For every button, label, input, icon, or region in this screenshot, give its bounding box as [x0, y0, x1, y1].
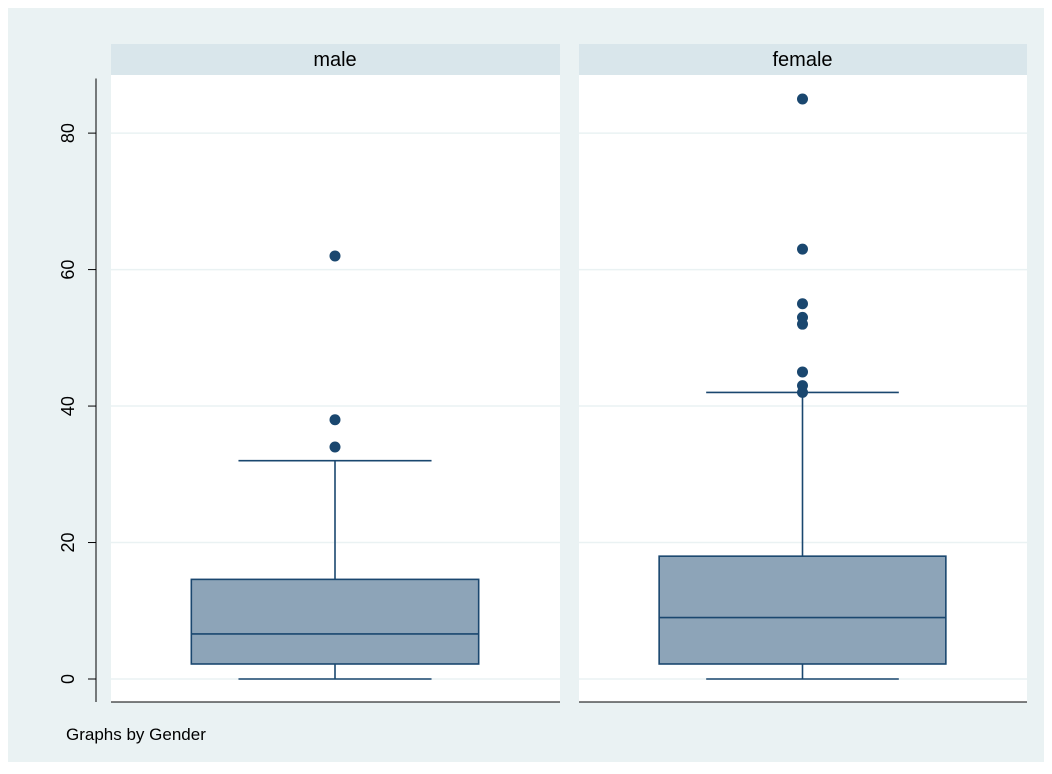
strip-label-female: female: [772, 49, 832, 71]
box-male: [190, 578, 480, 665]
outlier-point: [797, 311, 808, 323]
outlier-point: [329, 250, 341, 262]
outlier-point: [797, 243, 808, 255]
chart-note: Graphs by Gender: [66, 725, 206, 744]
y-tick-label: 40: [58, 396, 78, 416]
outlier-point: [797, 380, 808, 392]
y-tick-label: 60: [58, 260, 78, 280]
strip-female: [579, 44, 1027, 75]
strip-label-male: male: [313, 49, 356, 71]
y-tick-label: 0: [58, 674, 78, 684]
outlier-point: [797, 93, 808, 105]
panels: male female: [111, 44, 1027, 703]
outlier-point: [329, 414, 341, 426]
y-axis: 0 20 40 60 80: [58, 78, 97, 702]
outlier-point: [797, 366, 808, 378]
strip-male: [111, 44, 560, 75]
panel-male: male: [111, 44, 560, 703]
box-female: [658, 555, 947, 665]
outlier-point: [329, 441, 341, 453]
panel-female: female: [579, 44, 1027, 703]
outlier-point: [797, 298, 808, 310]
y-tick-label: 20: [58, 533, 78, 553]
y-tick-label: 80: [58, 123, 78, 143]
